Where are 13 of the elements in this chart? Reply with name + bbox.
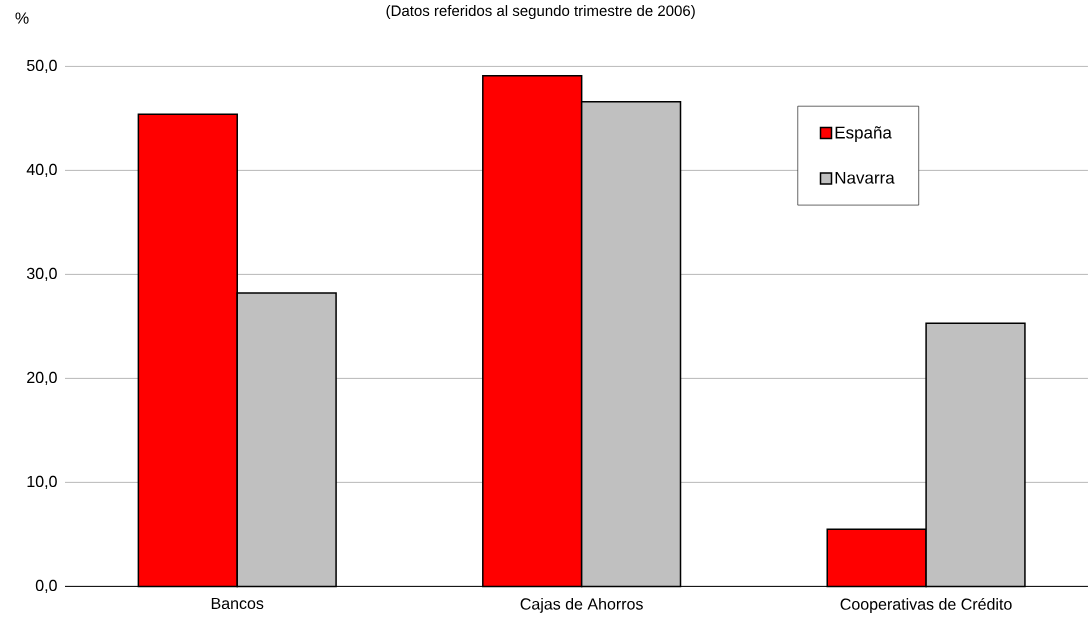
y-tick-label: 30,0 xyxy=(26,267,57,281)
y-tick-label: 20,0 xyxy=(27,371,57,385)
y-tick-label: 40,0 xyxy=(26,163,57,177)
x-tick-label: Bancos xyxy=(211,597,264,610)
x-tick-label: Cooperativas de Crédito xyxy=(840,597,1012,614)
legend-label: Navarra xyxy=(835,171,895,184)
legend-label: España xyxy=(835,126,892,142)
y-tick-label: 50,0 xyxy=(26,59,57,73)
y-tick-label: 10,0 xyxy=(27,475,57,489)
y-tick-label: 0,0 xyxy=(35,579,57,593)
x-tick-label: Cajas de Ahorros xyxy=(520,597,643,613)
chart-title: (Datos referidos al segundo trimestre de 2006) xyxy=(386,5,695,20)
y-axis-title: % xyxy=(15,12,29,24)
